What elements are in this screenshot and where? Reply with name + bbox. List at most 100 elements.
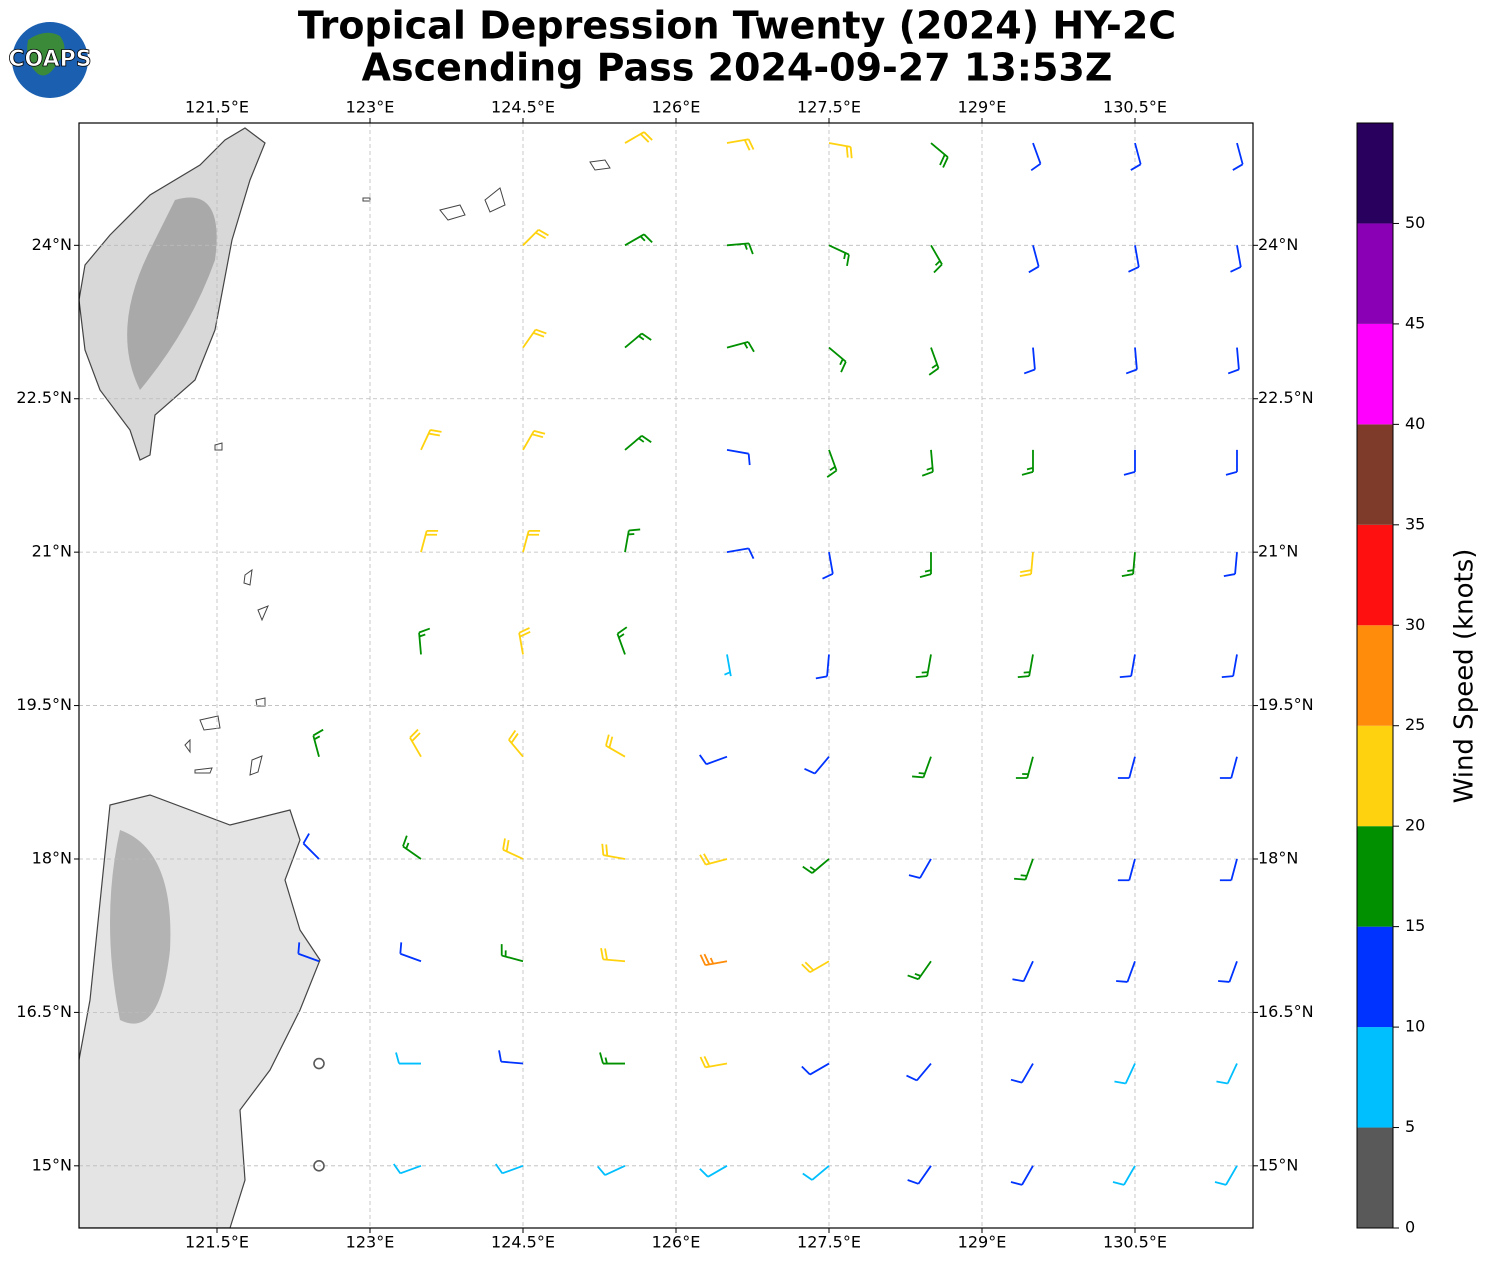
y-tick-label: 18°N [32, 848, 72, 867]
wind-barb [802, 858, 830, 874]
wind-barb [1219, 858, 1238, 882]
wind-barb [1216, 1063, 1238, 1085]
x-tick-label: 129°E [958, 98, 1007, 117]
y-tick-label: 21°N [1258, 542, 1298, 561]
x-tick-label: 121.5°E [185, 1233, 249, 1252]
wind-barb [597, 1165, 626, 1176]
colorbar-tick-label: 5 [1405, 1117, 1415, 1136]
wind-barb [1021, 449, 1034, 476]
wind-barb [409, 728, 422, 758]
colorbar-bin [1357, 223, 1393, 324]
wind-barb [699, 853, 728, 866]
wind-barb [395, 1052, 421, 1065]
wind-barb [930, 244, 943, 274]
axis-ticks: 121.5°E 121.5°E 123°E 123°E 124.5°E 124.5°E 12… [16, 98, 1313, 1252]
calm-marker [313, 1160, 325, 1172]
wind-barb [522, 429, 546, 451]
wind-barb [802, 1165, 830, 1181]
wind-barb [420, 429, 442, 451]
y-tick-label: 22.5°N [16, 388, 72, 407]
x-tick-label: 123°E [346, 98, 395, 117]
wind-barb [495, 1163, 524, 1175]
wind-barb [624, 233, 653, 247]
wind-barb [1023, 347, 1036, 375]
wind-barb [906, 1062, 932, 1082]
wind-barb [297, 942, 320, 963]
logo: COAPS [8, 22, 92, 98]
wind-barb [601, 843, 626, 860]
wind-barb [402, 835, 422, 860]
wind-barb [1112, 1165, 1136, 1186]
wind-barb [828, 346, 847, 373]
x-tick-label: 127.5°E [797, 1233, 861, 1252]
wind-barb [826, 449, 838, 478]
chart-title: Tropical Depression Twenty (2024) HY-2C [298, 4, 1176, 48]
logo-text: COAPS [8, 47, 91, 72]
wind-barb [1114, 1063, 1136, 1085]
wind-barb [699, 1165, 728, 1178]
y-tick-label: 19.5°N [1258, 695, 1314, 714]
wind-barb [1225, 449, 1238, 476]
x-tick-label: 123°E [346, 1233, 395, 1252]
wind-barb [1119, 654, 1136, 679]
x-tick-label: 127.5°E [797, 98, 861, 117]
wind-barb [912, 756, 932, 779]
y-tick-label: 24°N [1258, 235, 1298, 254]
wind-barb [616, 626, 628, 655]
islands [184, 159, 611, 776]
colorbar-bin [1357, 123, 1393, 224]
colorbar-bin [1357, 524, 1393, 626]
colorbar-bin [1357, 1127, 1393, 1228]
wind-barb [1214, 1165, 1238, 1186]
wind-barb [599, 1052, 625, 1065]
wind-barb [312, 728, 324, 757]
wind-barb [828, 244, 850, 267]
wind-barb [600, 947, 626, 963]
y-tick-label: 21°N [32, 542, 72, 561]
barb-layer [297, 131, 1244, 1186]
wind-barb [801, 960, 830, 974]
colorbar-bin [1357, 1027, 1393, 1128]
wind-barb [726, 242, 754, 255]
wind-barb [907, 960, 932, 981]
colorbar-bin [1357, 625, 1393, 726]
wind-barb [624, 434, 652, 451]
map-area [79, 123, 1253, 1228]
wind-barb [1010, 1165, 1034, 1186]
wind-barb [393, 1163, 422, 1175]
colorbar-tick-label: 10 [1405, 1017, 1425, 1036]
wind-barb [1030, 142, 1042, 172]
wind-barb [1117, 756, 1136, 779]
x-tick-label: 130.5°E [1103, 1233, 1167, 1252]
wind-barb [1116, 960, 1136, 983]
wind-barb [522, 529, 541, 553]
wind-barb [502, 838, 524, 860]
y-tick-label: 18°N [1258, 848, 1298, 867]
wind-barb [624, 131, 653, 144]
wind-barb [822, 551, 834, 580]
wind-barb [1219, 756, 1238, 779]
wind-barb [1125, 347, 1138, 375]
wind-barb [624, 332, 652, 349]
x-tick-label: 130.5°E [1103, 98, 1167, 117]
wind-barb [498, 1050, 524, 1065]
colorbar-tick-label: 35 [1405, 514, 1425, 533]
x-tick-label: 121.5°E [185, 98, 249, 117]
wind-barb [801, 1062, 830, 1076]
wind-barb [1015, 756, 1034, 779]
wind-barb [1028, 245, 1040, 274]
x-tick-label: 124.5°E [491, 98, 555, 117]
y-tick-label: 19.5°N [16, 695, 72, 714]
wind-barb [1221, 654, 1238, 679]
wind-barb [1218, 960, 1238, 983]
y-tick-label: 22.5°N [1258, 388, 1314, 407]
calm-marker [313, 1057, 325, 1070]
map-frame [78, 122, 1254, 1229]
wind-barb [500, 944, 524, 963]
x-tick-label: 126°E [652, 98, 701, 117]
wind-barb [930, 142, 949, 168]
y-tick-label: 15°N [32, 1155, 72, 1174]
wind-barb [1128, 245, 1140, 273]
wind-barb [699, 754, 728, 766]
colorbar-bin [1357, 826, 1393, 927]
